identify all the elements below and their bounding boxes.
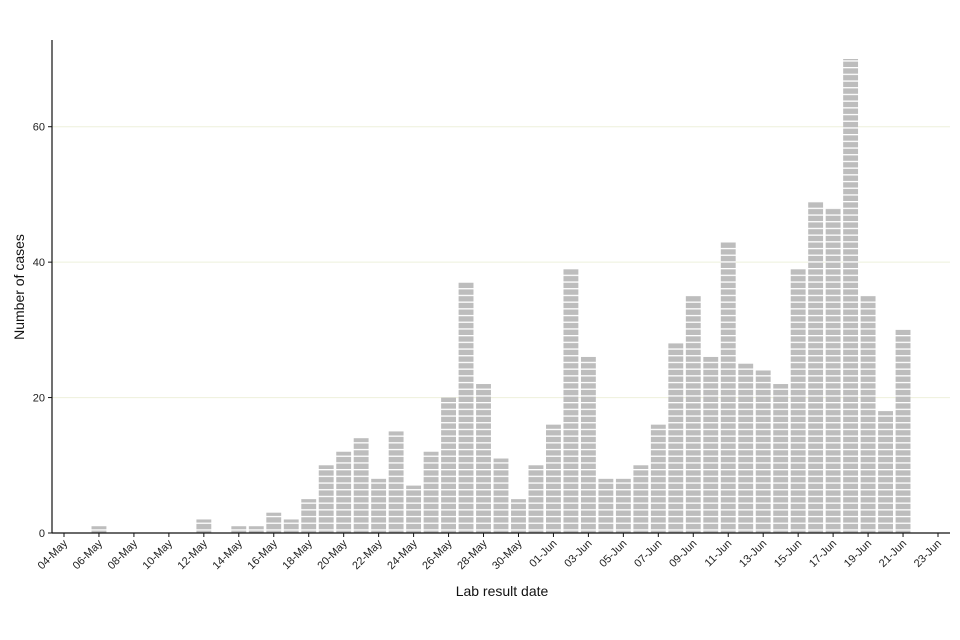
x-tick-label: 30-May (490, 537, 525, 572)
bar-06-May (91, 526, 107, 533)
x-tick-label: 10-May (141, 537, 176, 572)
x-tick-label: 11-Jun (703, 538, 735, 570)
x-tick-label: 03-Jun (562, 538, 594, 570)
x-tick-label: 15-Jun (772, 538, 804, 570)
x-tick-label: 28-May (455, 537, 490, 572)
bar-30-May (511, 499, 526, 533)
y-ticks: 0 20 40 60 (33, 122, 52, 540)
bar-19-Jun (860, 296, 876, 533)
bar-21-May (353, 438, 369, 533)
x-tick-label: 04-May (36, 537, 71, 572)
bar-15-Jun (790, 268, 806, 533)
x-tick-label: 21-Jun (877, 538, 909, 570)
x-tick-label: 18-May (280, 537, 315, 572)
x-tick-label: 26-May (420, 537, 455, 572)
x-tick-label: 12-May (176, 537, 211, 572)
bar-20-Jun (878, 411, 893, 533)
y-tick-label: 0 (39, 528, 45, 540)
bar-12-May (196, 519, 212, 533)
x-tick-label: 16-May (245, 537, 280, 572)
bar-12-Jun (738, 363, 754, 533)
x-tick-label: 22-May (350, 537, 385, 572)
y-axis-title: Number of cases (11, 234, 27, 340)
x-tick-label: 05-Jun (597, 538, 629, 570)
bar-24-May (406, 485, 422, 533)
x-tick-label: 13-Jun (737, 538, 769, 570)
y-tick-label: 40 (33, 257, 45, 269)
bar-02-Jun (563, 268, 579, 533)
bar-28-May (476, 384, 491, 533)
bar-17-May (283, 519, 299, 533)
bar-31-May (528, 465, 544, 533)
bar-19-May (318, 465, 334, 533)
bar-27-May (458, 282, 474, 533)
x-tick-label: 14-May (210, 537, 245, 572)
x-tick-label: 09-Jun (667, 538, 699, 570)
x-tick-label: 07-Jun (632, 538, 664, 570)
bar-01-Jun (546, 424, 561, 533)
axes (51, 40, 950, 534)
bar-26-May (441, 397, 456, 533)
bar-05-Jun (615, 478, 631, 533)
bar-17-Jun (825, 207, 841, 533)
bar-18-Jun (843, 59, 859, 533)
x-axis-title: Lab result date (456, 583, 549, 599)
bars (91, 59, 911, 534)
bar-16-Jun (808, 201, 824, 533)
bar-09-Jun (685, 296, 701, 533)
bar-07-Jun (650, 424, 666, 533)
bar-20-May (336, 451, 352, 533)
x-tick-label: 01-Jun (527, 538, 559, 570)
x-tick-label: 19-Jun (842, 538, 874, 570)
x-ticks: 04-May 06-May 08-May 10-May 12-May 14-May 16-M… (36, 533, 944, 572)
bar-03-Jun (580, 356, 596, 533)
bar-18-May (301, 499, 317, 533)
x-tick-label: 17-Jun (807, 538, 839, 570)
bar-13-Jun (755, 370, 771, 533)
bar-14-Jun (773, 384, 789, 533)
bar-25-May (423, 451, 439, 533)
bar-04-Jun (598, 478, 614, 533)
bar-22-May (371, 478, 387, 533)
bar-16-May (266, 512, 282, 533)
y-tick-label: 60 (33, 122, 45, 134)
bar-23-May (388, 431, 404, 533)
bar-21-Jun (895, 329, 911, 533)
x-tick-label: 06-May (71, 537, 106, 572)
bar-10-Jun (703, 356, 719, 533)
bar-08-Jun (668, 343, 684, 533)
bar-15-May (248, 526, 264, 533)
x-tick-label: 24-May (385, 537, 420, 572)
bar-29-May (493, 458, 509, 533)
x-tick-label: 08-May (106, 537, 141, 572)
bar-11-Jun (720, 241, 736, 534)
y-tick-label: 20 (33, 393, 45, 405)
bar-06-Jun (633, 465, 649, 533)
x-tick-label: 23-Jun (912, 538, 944, 570)
bar-14-May (231, 526, 247, 533)
x-tick-label: 20-May (315, 537, 350, 572)
